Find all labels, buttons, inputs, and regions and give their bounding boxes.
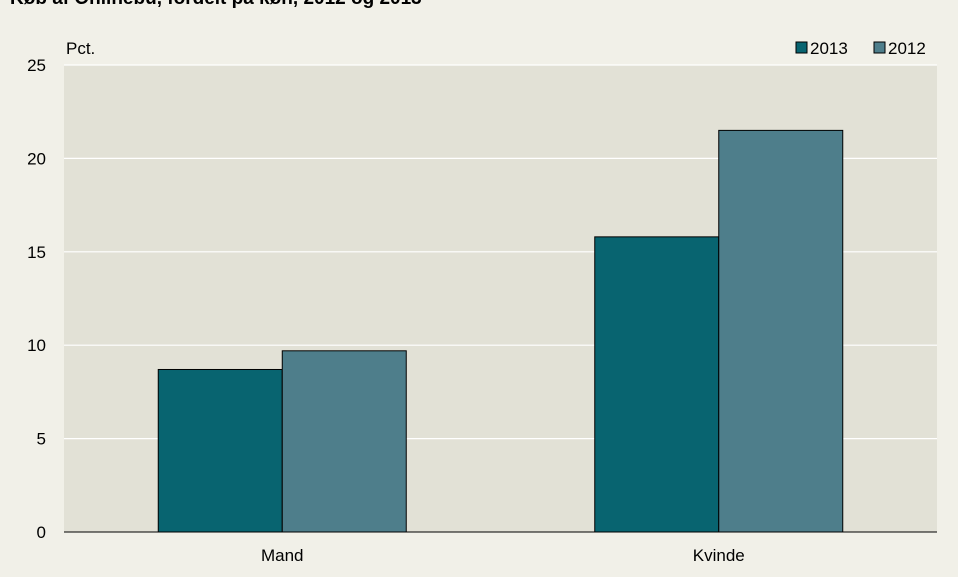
x-tick-label: Mand (261, 546, 304, 565)
y-tick-label: 15 (27, 243, 46, 262)
legend-label: 2012 (888, 39, 926, 58)
bar-2012-Kvinde (718, 129, 844, 533)
y-tick-label: 10 (27, 336, 46, 355)
x-tick-labels: Mand Kvinde (261, 546, 745, 565)
chart-title: Køb af Onlinebu, fordelt på køn, 2012 og… (10, 0, 422, 10)
y-tick-label: 0 (37, 523, 46, 542)
y-tick-label: 20 (27, 149, 46, 168)
y-tick-labels: 0 5 10 15 20 25 (27, 56, 46, 542)
legend-swatch (795, 41, 808, 54)
y-tick-label: 5 (37, 430, 46, 449)
bar-2012-Mand (281, 350, 407, 533)
legend: 2013 2012 (795, 39, 926, 58)
bar-2013-Kvinde (594, 236, 720, 533)
legend-swatch (873, 41, 886, 54)
y-tick-label: 25 (27, 56, 46, 75)
bars (157, 129, 844, 533)
bar-2013-Mand (157, 368, 283, 533)
y-axis-label: Pct. (66, 39, 95, 58)
x-tick-label: Kvinde (693, 546, 745, 565)
legend-label: 2013 (810, 39, 848, 58)
